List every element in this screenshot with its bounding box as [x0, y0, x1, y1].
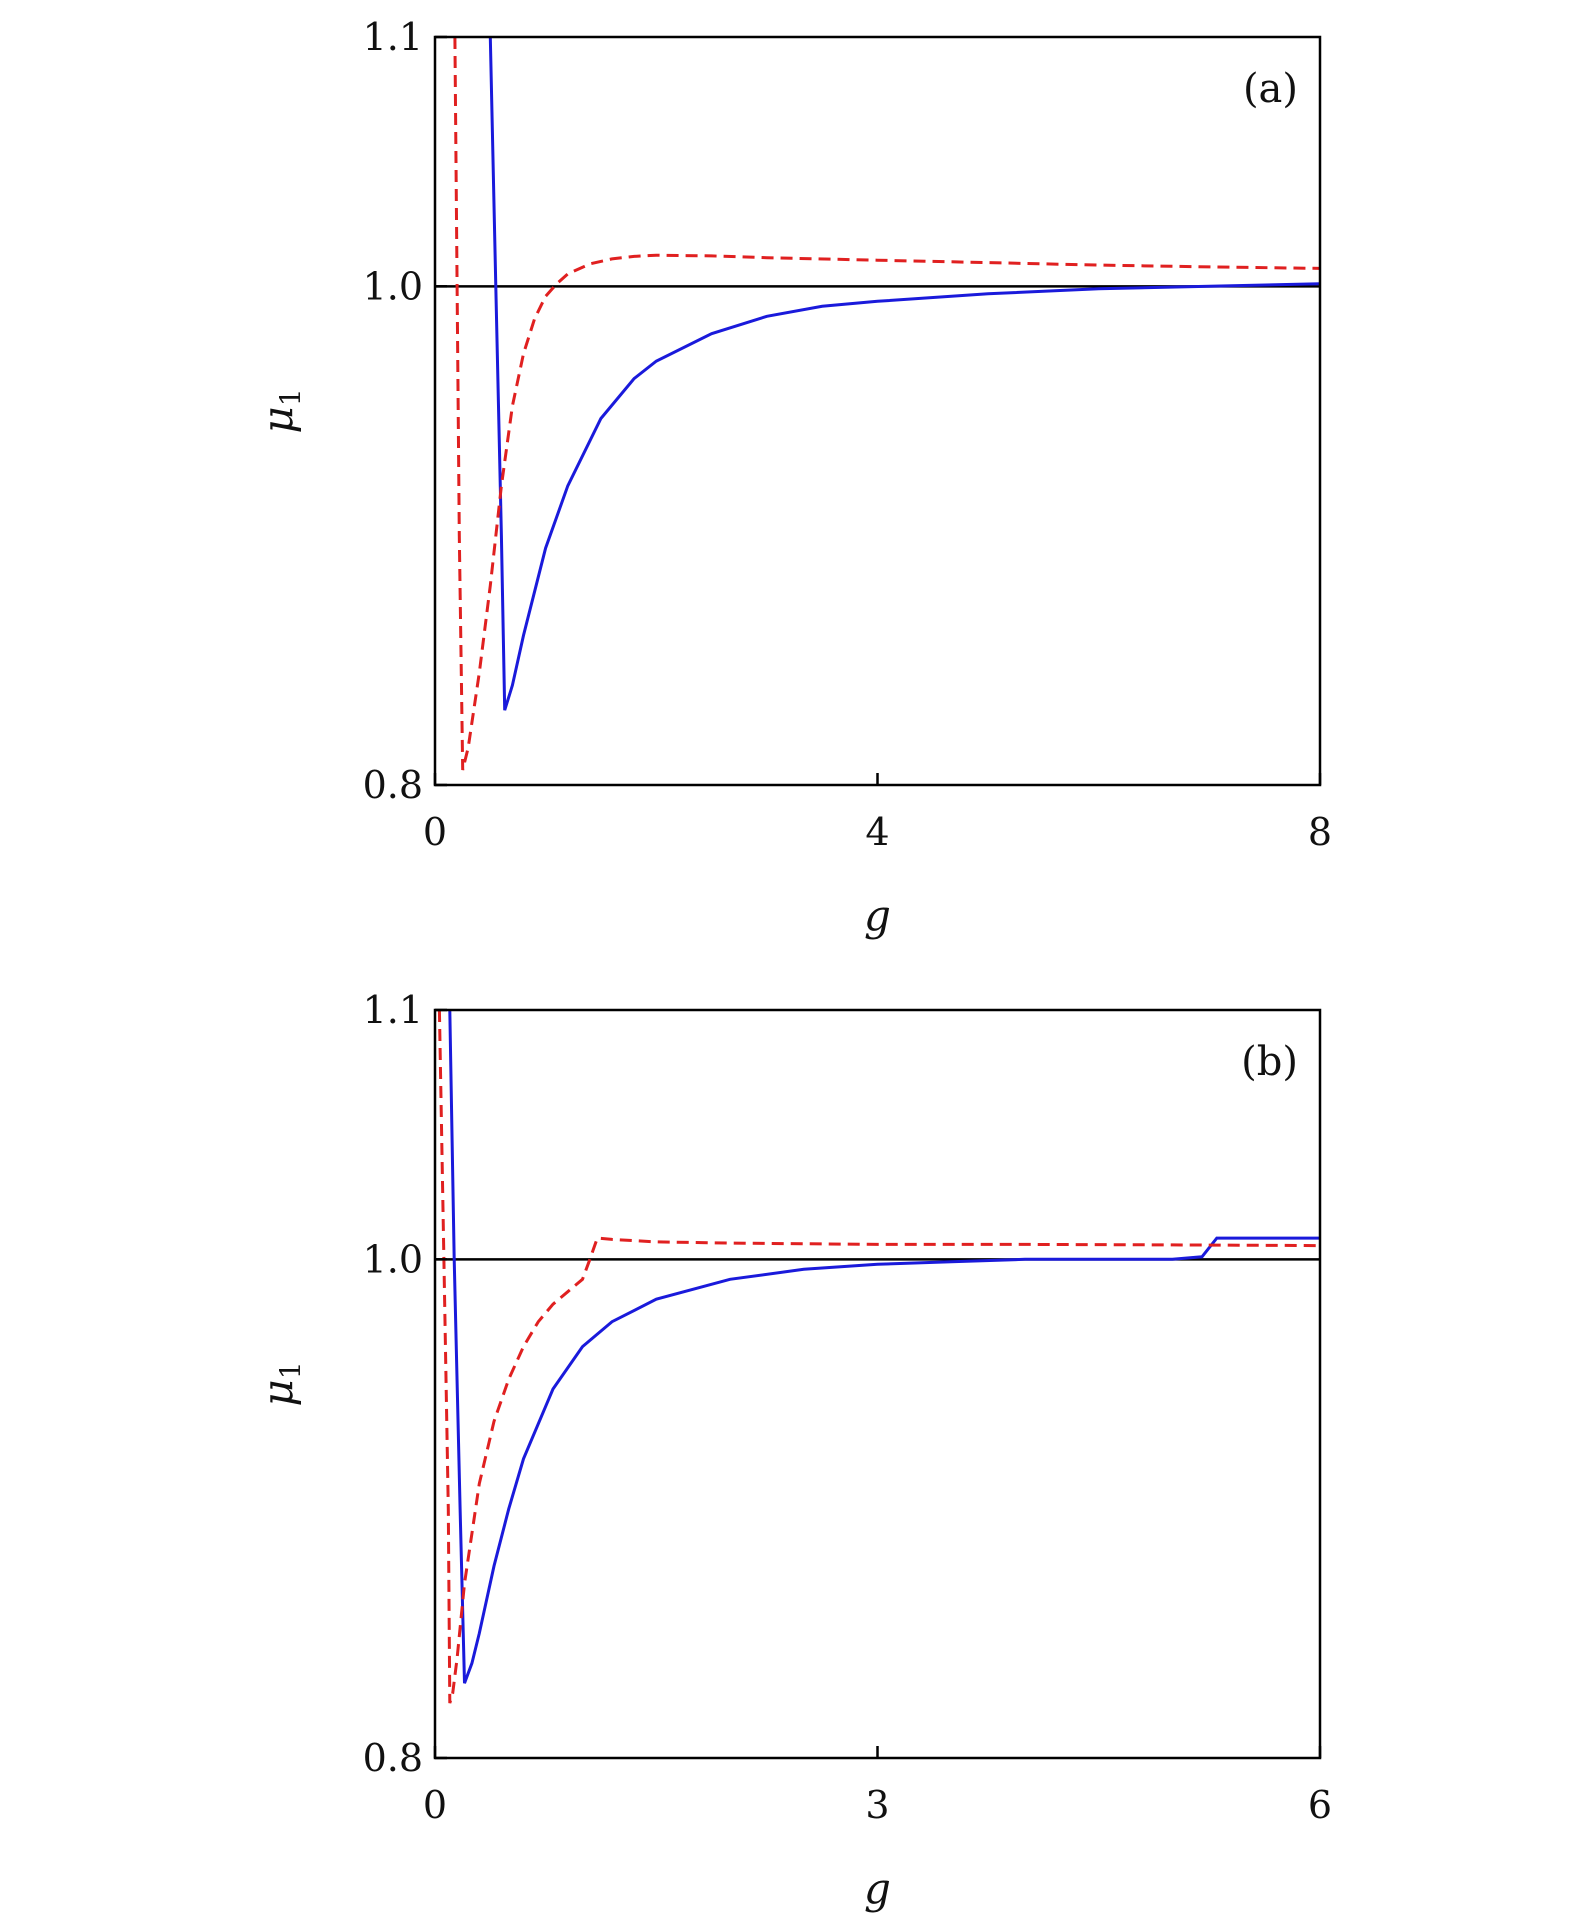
- plot-frame: [433, 35, 1322, 787]
- x-tick-label: 0: [423, 1783, 447, 1827]
- y-tick-label: 1.0: [363, 1237, 423, 1281]
- x-tick-label: 3: [865, 1783, 889, 1827]
- y-tick-label: 1.1: [363, 15, 423, 59]
- x-tick-label: 8: [1308, 810, 1332, 854]
- panel-label: (a): [1243, 66, 1298, 112]
- x-tick-label: 6: [1308, 1783, 1332, 1827]
- y-tick-label: 1.1: [363, 988, 423, 1032]
- x-tick-label: 4: [865, 810, 889, 854]
- chart-panel-a: 0 4 8 0.8 1.0 1.1 g μ1 (a): [253, 15, 1332, 940]
- y-axis-label: μ1: [253, 388, 307, 433]
- y-tick-label: 0.8: [363, 763, 423, 807]
- y-tick-label: 0.8: [363, 1736, 423, 1780]
- series-line-dashed: [453, 37, 1320, 771]
- series-line-solid: [488, 37, 1320, 711]
- series-line-solid: [448, 1010, 1320, 1684]
- x-tick-label: 0: [423, 810, 447, 854]
- x-axis-label: g: [864, 891, 891, 940]
- panel-label: (b): [1241, 1039, 1298, 1085]
- plot-frame: [433, 1008, 1322, 1760]
- x-axis-label: g: [864, 1864, 891, 1913]
- y-tick-label: 1.0: [363, 264, 423, 308]
- series-line-dashed: [437, 1010, 1320, 1704]
- chart-panel-b: 0 3 6 0.8 1.0 1.1 g μ1 (b): [253, 988, 1332, 1913]
- y-axis-label: μ1: [253, 1361, 307, 1406]
- series-group: [453, 37, 1320, 771]
- series-group: [437, 1010, 1320, 1704]
